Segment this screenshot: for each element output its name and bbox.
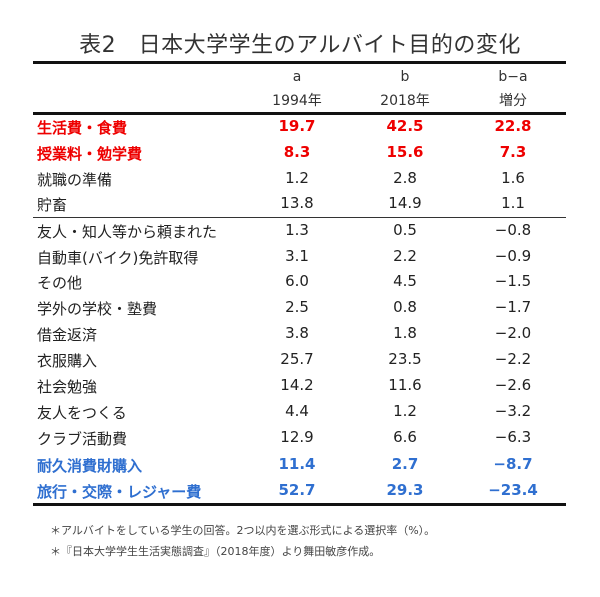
value-diff: −3.2 — [494, 402, 532, 420]
row-label: 生活費・食費 — [37, 119, 128, 137]
value-1994: 19.7 — [278, 117, 316, 135]
value-diff: 22.8 — [494, 117, 532, 135]
value-1994: 8.3 — [283, 143, 311, 161]
table-row: 耐久消費財購入 11.4 2.7 −8.7 — [37, 455, 567, 481]
row-label: 就職の準備 — [37, 171, 113, 189]
value-1994: 3.8 — [285, 324, 309, 342]
value-1994: 13.8 — [280, 194, 314, 212]
row-label: 友人・知人等から頼まれた — [37, 223, 218, 241]
value-2018: 2.2 — [393, 247, 417, 265]
value-2018: 2.7 — [391, 455, 419, 473]
table-title: 表2 日本大学学生のアルバイト目的の変化 — [79, 33, 521, 58]
table-row: 生活費・食費 19.7 42.5 22.8 — [37, 117, 567, 143]
value-diff: −8.7 — [493, 455, 533, 473]
value-1994: 6.0 — [285, 272, 309, 290]
top-rule — [33, 61, 566, 64]
value-2018: 15.6 — [386, 143, 424, 161]
footnotes: ＊アルバイトをしている学生の回答。2つ以内を選ぶ形式による選択率（%）。 ＊『日… — [50, 520, 435, 562]
value-diff: −6.3 — [494, 428, 532, 446]
row-label: 旅行・交際・レジャー費 — [37, 483, 202, 501]
value-diff: −2.6 — [494, 376, 532, 394]
value-1994: 25.7 — [280, 350, 314, 368]
row-label: 借金返済 — [37, 326, 98, 344]
value-1994: 1.2 — [285, 169, 309, 187]
table-row: 衣服購入 25.7 23.5 −2.2 — [37, 350, 567, 376]
row-label: 耐久消費財購入 — [37, 457, 143, 475]
row-label: 衣服購入 — [37, 352, 98, 370]
table-row: その他 6.0 4.5 −1.5 — [37, 272, 567, 298]
row-label: 社会勉強 — [37, 378, 98, 396]
separator-rule — [33, 217, 566, 218]
row-label: その他 — [37, 274, 83, 292]
table-row: 授業料・勉学費 8.3 15.6 7.3 — [37, 143, 567, 169]
row-label: 授業料・勉学費 — [37, 145, 143, 163]
value-1994: 1.3 — [285, 221, 309, 239]
footnote-2: ＊『日本大学学生生活実態調査』（2018年度）より舞田敏彦作成。 — [50, 545, 381, 558]
table-row: 友人・知人等から頼まれた 1.3 0.5 −0.8 — [37, 221, 567, 247]
row-label: クラブ活動費 — [37, 430, 128, 448]
table-row: 就職の準備 1.2 2.8 1.6 — [37, 169, 567, 195]
value-2018: 2.8 — [393, 169, 417, 187]
value-2018: 1.2 — [393, 402, 417, 420]
header-col-a-top: a — [292, 69, 302, 85]
value-diff: −0.9 — [494, 247, 532, 265]
value-diff: −2.2 — [494, 350, 532, 368]
value-diff: 7.3 — [499, 143, 527, 161]
row-label: 友人をつくる — [37, 404, 127, 422]
value-2018: 11.6 — [388, 376, 422, 394]
value-1994: 4.4 — [285, 402, 309, 420]
value-diff: −23.4 — [488, 481, 538, 499]
value-2018: 0.8 — [393, 298, 417, 316]
value-diff: −1.7 — [494, 298, 532, 316]
value-2018: 42.5 — [386, 117, 424, 135]
value-1994: 11.4 — [278, 455, 316, 473]
header-col-diff-top: b−a — [498, 69, 528, 85]
row-label: 自動車(バイク)免許取得 — [37, 249, 199, 267]
value-diff: −1.5 — [494, 272, 532, 290]
bottom-rule — [33, 503, 566, 506]
table-row: 旅行・交際・レジャー費 52.7 29.3 −23.4 — [37, 481, 567, 507]
value-2018: 23.5 — [388, 350, 422, 368]
header-col-a-year: 1994年 — [272, 93, 322, 109]
value-1994: 2.5 — [285, 298, 309, 316]
value-2018: 1.8 — [393, 324, 417, 342]
table-row: 借金返済 3.8 1.8 −2.0 — [37, 324, 567, 350]
value-2018: 6.6 — [393, 428, 417, 446]
value-diff: 1.6 — [501, 169, 525, 187]
table-row: クラブ活動費 12.9 6.6 −6.3 — [37, 428, 567, 454]
table-row: 学外の学校・塾費 2.5 0.8 −1.7 — [37, 298, 567, 324]
row-label: 学外の学校・塾費 — [37, 300, 158, 318]
value-2018: 29.3 — [386, 481, 424, 499]
value-1994: 12.9 — [280, 428, 314, 446]
value-2018: 14.9 — [388, 194, 422, 212]
header-rule — [33, 112, 566, 115]
footnote-1: ＊アルバイトをしている学生の回答。2つ以内を選ぶ形式による選択率（%）。 — [50, 524, 436, 537]
header-col-b-top: b — [400, 69, 410, 85]
value-1994: 3.1 — [285, 247, 309, 265]
value-diff: −2.0 — [494, 324, 532, 342]
value-1994: 14.2 — [280, 376, 314, 394]
value-diff: 1.1 — [501, 194, 525, 212]
value-diff: −0.8 — [494, 221, 532, 239]
table-row: 自動車(バイク)免許取得 3.1 2.2 −0.9 — [37, 247, 567, 273]
value-2018: 0.5 — [393, 221, 417, 239]
value-1994: 52.7 — [278, 481, 316, 499]
header-col-diff-label: 増分 — [499, 93, 527, 109]
table-row: 貯畜 13.8 14.9 1.1 — [37, 194, 567, 220]
table-row: 友人をつくる 4.4 1.2 −3.2 — [37, 402, 567, 428]
value-2018: 4.5 — [393, 272, 417, 290]
header-col-b-year: 2018年 — [380, 93, 430, 109]
table-row: 社会勉強 14.2 11.6 −2.6 — [37, 376, 567, 402]
row-label: 貯畜 — [37, 196, 68, 214]
